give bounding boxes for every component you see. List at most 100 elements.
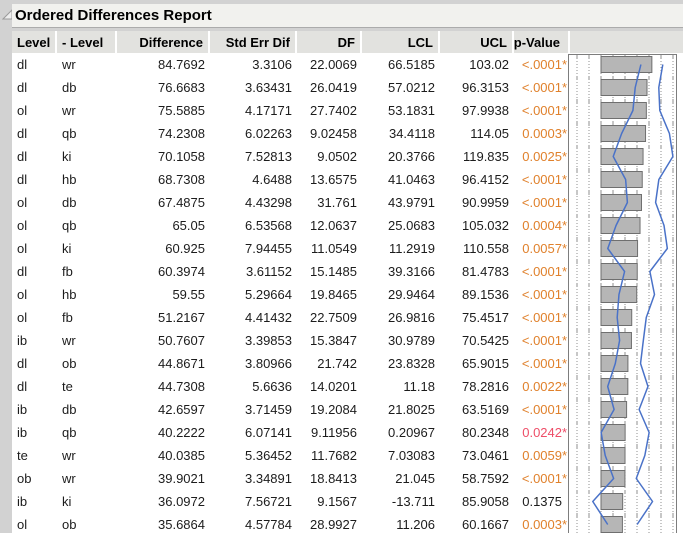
column-header-std-err-dif[interactable]: Std Err Dif <box>210 31 297 53</box>
cell-std-err-dif: 3.71459 <box>245 402 292 417</box>
cell-std-err-dif: 4.43298 <box>245 195 292 210</box>
cell-df: 14.0201 <box>310 379 357 394</box>
cell-level: dl <box>17 149 28 164</box>
table-row[interactable]: ib db 42.6597 3.71459 19.2084 21.8025 63… <box>12 398 683 421</box>
cell-ucl: 75.4517 <box>462 310 509 325</box>
cell-df: 9.11956 <box>310 425 357 440</box>
column-header-level[interactable]: Level <box>12 31 57 53</box>
p-value-number: <.0001 <box>521 310 562 325</box>
cell-minus-level: qb <box>62 126 77 141</box>
table-body: dl wr 84.7692 3.3106 22.0069 66.5185 103… <box>12 53 683 533</box>
table-row[interactable]: dl te 44.7308 5.6636 14.0201 11.18 78.28… <box>12 375 683 398</box>
cell-p-value: <.0001 * <box>514 57 570 72</box>
table-row[interactable]: ib ki 36.0972 7.56721 9.1567 -13.711 85.… <box>12 490 683 513</box>
difference-bar <box>600 171 643 188</box>
table-row[interactable]: ol ob 35.6864 4.57784 28.9927 11.206 60.… <box>12 513 683 533</box>
table-row[interactable]: dl fb 60.3974 3.61152 15.1485 39.3166 81… <box>12 260 683 283</box>
cell-lcl: 7.03083 <box>388 448 435 463</box>
table-row[interactable]: dl db 76.6683 3.63431 26.0419 57.0212 96… <box>12 76 683 99</box>
cell-difference: 44.8671 <box>158 356 205 371</box>
report-title-bar[interactable]: Ordered Differences Report <box>12 4 683 28</box>
cell-ucl: 90.9959 <box>462 195 509 210</box>
column-header-df[interactable]: DF <box>297 31 362 53</box>
cell-lcl: 20.3766 <box>388 149 435 164</box>
cell-lcl: 11.18 <box>403 379 435 394</box>
cell-df: 9.0502 <box>317 149 357 164</box>
cell-minus-level: wr <box>62 448 76 463</box>
column-header-ucl[interactable]: UCL <box>440 31 514 53</box>
table-row[interactable]: ob wr 39.9021 3.34891 18.8413 21.045 58.… <box>12 467 683 490</box>
cell-p-value: <.0001 * <box>514 195 570 210</box>
cell-minus-level: wr <box>62 57 76 72</box>
cell-ucl: 70.5425 <box>462 333 509 348</box>
p-value-number: <.0001 <box>521 287 562 302</box>
cell-minus-level: fb <box>62 264 73 279</box>
cell-level: dl <box>17 264 28 279</box>
p-value-number: 0.0242 <box>522 425 562 440</box>
p-value-number: 0.1375 <box>522 494 562 509</box>
table-row[interactable]: ol wr 75.5885 4.17171 27.7402 53.1831 97… <box>12 99 683 122</box>
cell-lcl: 57.0212 <box>388 80 435 95</box>
p-value-number: 0.0004 <box>522 218 562 233</box>
cell-df: 31.761 <box>317 195 357 210</box>
table-row[interactable]: dl wr 84.7692 3.3106 22.0069 66.5185 103… <box>12 53 683 76</box>
difference-bar <box>600 56 653 73</box>
p-value-number: 0.0025 <box>522 149 562 164</box>
p-value-asterisk: * <box>562 57 568 72</box>
cell-p-value: 0.0004 * <box>514 218 570 233</box>
cell-std-err-dif: 5.36452 <box>245 448 292 463</box>
p-value-asterisk: * <box>562 310 568 325</box>
cell-ucl: 96.3153 <box>462 80 509 95</box>
cell-p-value: 0.0242 * <box>514 425 570 440</box>
column-header-p-value[interactable]: p-Value <box>514 31 570 53</box>
cell-minus-level: fb <box>62 310 73 325</box>
cell-std-err-dif: 7.94455 <box>245 241 292 256</box>
cell-lcl: 53.1831 <box>388 103 435 118</box>
cell-std-err-dif: 7.56721 <box>245 494 292 509</box>
table-row[interactable]: te wr 40.0385 5.36452 11.7682 7.03083 73… <box>12 444 683 467</box>
cell-p-value: 0.0003 * <box>514 517 570 532</box>
cell-minus-level: db <box>62 195 77 210</box>
column-header-minus-level[interactable]: - Level <box>57 31 117 53</box>
p-value-asterisk: * <box>562 103 568 118</box>
table-row[interactable]: dl qb 74.2308 6.02263 9.02458 34.4118 11… <box>12 122 683 145</box>
table-row[interactable]: ib qb 40.2222 6.07141 9.11956 0.20967 80… <box>12 421 683 444</box>
cell-ucl: 81.4783 <box>462 264 509 279</box>
cell-lcl: 11.2919 <box>388 241 435 256</box>
report-title: Ordered Differences Report <box>15 7 212 24</box>
column-header-difference[interactable]: Difference <box>117 31 210 53</box>
cell-df: 19.8465 <box>310 287 357 302</box>
table-row[interactable]: dl ob 44.8671 3.80966 21.742 23.8328 65.… <box>12 352 683 375</box>
cell-difference: 68.7308 <box>158 172 205 187</box>
table-row[interactable]: dl hb 68.7308 4.6488 13.6575 41.0463 96.… <box>12 168 683 191</box>
cell-ucl: 85.9058 <box>462 494 509 509</box>
cell-df: 27.7402 <box>310 103 357 118</box>
cell-lcl: 21.8025 <box>388 402 435 417</box>
difference-bar <box>600 309 633 326</box>
cell-lcl: 26.9816 <box>388 310 435 325</box>
column-header-lcl[interactable]: LCL <box>362 31 440 53</box>
table-row[interactable]: ol fb 51.2167 4.41432 22.7509 26.9816 75… <box>12 306 683 329</box>
cell-p-value: 0.0022 * <box>514 379 570 394</box>
cell-lcl: 23.8328 <box>388 356 435 371</box>
cell-df: 28.9927 <box>310 517 357 532</box>
table-row[interactable]: ol db 67.4875 4.43298 31.761 43.9791 90.… <box>12 191 683 214</box>
cell-lcl: 34.4118 <box>388 126 435 141</box>
cell-level: dl <box>17 126 28 141</box>
cell-df: 21.742 <box>317 356 357 371</box>
table-row[interactable]: ol hb 59.55 5.29664 19.8465 29.9464 89.1… <box>12 283 683 306</box>
cell-minus-level: ki <box>62 241 72 256</box>
cell-minus-level: ki <box>62 494 72 509</box>
cell-difference: 39.9021 <box>158 471 205 486</box>
table-row[interactable]: ol qb 65.05 6.53568 12.0637 25.0683 105.… <box>12 214 683 237</box>
table-row[interactable]: dl ki 70.1058 7.52813 9.0502 20.3766 119… <box>12 145 683 168</box>
table-row[interactable]: ol ki 60.925 7.94455 11.0549 11.2919 110… <box>12 237 683 260</box>
cell-minus-level: qb <box>62 218 77 233</box>
cell-p-value: <.0001 * <box>514 264 570 279</box>
p-value-asterisk: * <box>562 333 568 348</box>
p-value-number: 0.0057 <box>522 241 562 256</box>
p-value-asterisk: * <box>562 80 568 95</box>
cell-difference: 51.2167 <box>158 310 205 325</box>
table-row[interactable]: ib wr 50.7607 3.39853 15.3847 30.9789 70… <box>12 329 683 352</box>
